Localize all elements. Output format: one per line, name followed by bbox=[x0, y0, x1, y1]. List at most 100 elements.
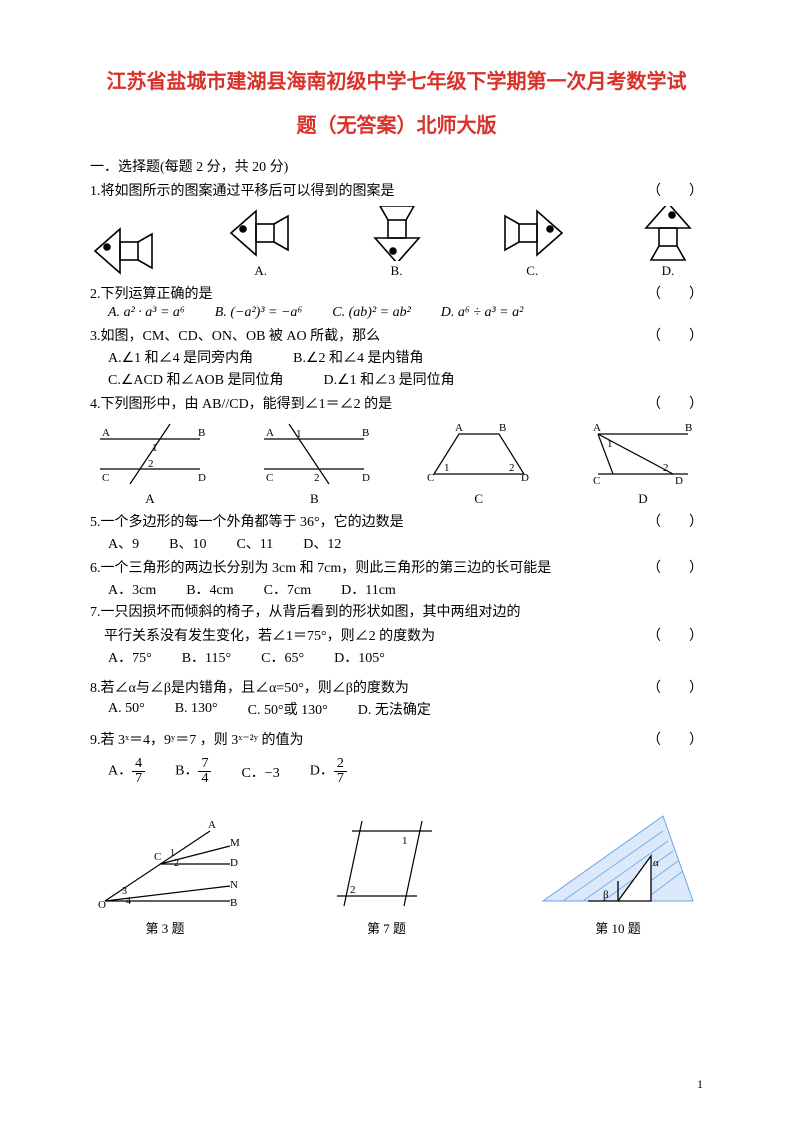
svg-text:B: B bbox=[362, 427, 369, 439]
svg-text:2: 2 bbox=[350, 884, 356, 896]
fig-q3: A M D N B O C 12 34 第 3 题 bbox=[90, 816, 240, 937]
q5-b: B、10 bbox=[169, 533, 206, 553]
svg-text:A: A bbox=[455, 422, 463, 434]
q1-a-label: A. bbox=[226, 263, 296, 279]
svg-text:B: B bbox=[198, 427, 205, 439]
q6-c: C．7cm bbox=[264, 579, 311, 599]
q1-option-a: A. bbox=[226, 206, 296, 279]
svg-text:2: 2 bbox=[509, 462, 515, 474]
title-line-2: 题（无答案）北师大版 bbox=[90, 104, 703, 148]
q3-row: 3.如图，CM、CD、ON、OB 被 AO 所截，那么 （ ） bbox=[90, 325, 703, 345]
svg-text:1: 1 bbox=[444, 462, 450, 474]
q1-d-label: D. bbox=[633, 263, 703, 279]
svg-text:α: α bbox=[653, 857, 659, 869]
q2-d: D. a⁶ ÷ a³ = a² bbox=[441, 305, 524, 321]
section-1-header: 一．选择题(每题 2 分，共 20 分) bbox=[90, 156, 703, 176]
q5-paren: （ ） bbox=[643, 511, 703, 531]
q4-c-icon: AB CD 12 bbox=[419, 419, 539, 489]
fish-a-icon bbox=[226, 206, 296, 261]
q2-a: A. a² · a³ = a⁶ bbox=[108, 305, 185, 321]
q2-row: 2.下列运算正确的是 （ ） bbox=[90, 283, 703, 303]
q4-a-label: A bbox=[90, 491, 210, 507]
q1-paren: （ ） bbox=[643, 180, 703, 200]
svg-text:C: C bbox=[266, 472, 273, 484]
svg-text:1: 1 bbox=[607, 438, 613, 450]
fig-q10-label: 第 10 题 bbox=[533, 918, 703, 937]
svg-text:1: 1 bbox=[152, 442, 158, 454]
q1-c-label: C. bbox=[497, 263, 567, 279]
q3-c: C.∠ACD 和∠AOB 是同位角 bbox=[108, 369, 284, 389]
fish-original-icon bbox=[90, 224, 160, 279]
svg-text:D: D bbox=[521, 472, 529, 484]
fig-q7: 1 2 第 7 题 bbox=[322, 816, 452, 937]
q7-opts: A．75° B．115° C．65° D．105° bbox=[108, 647, 703, 667]
svg-text:D: D bbox=[198, 472, 206, 484]
q7-c: C．65° bbox=[261, 647, 304, 667]
q8-b: B. 130° bbox=[175, 701, 218, 717]
svg-text:1: 1 bbox=[296, 428, 302, 440]
q5-c: C、11 bbox=[236, 533, 273, 553]
q1-row: 1.将如图所示的图案通过平移后可以得到的图案是 （ ） bbox=[90, 180, 703, 200]
q5-row: 5.一个多边形的每一个外角都等于 36°，它的边数是 （ ） bbox=[90, 511, 703, 531]
fig-q3-icon: A M D N B O C 12 34 bbox=[90, 816, 240, 916]
q4-b-label: B bbox=[254, 491, 374, 507]
svg-text:C: C bbox=[154, 851, 161, 863]
svg-text:2: 2 bbox=[314, 472, 320, 484]
q1-figures: A. B. C. bbox=[90, 206, 703, 279]
svg-text:A: A bbox=[102, 427, 110, 439]
svg-text:A: A bbox=[266, 427, 274, 439]
svg-text:C: C bbox=[102, 472, 109, 484]
bottom-figures: A M D N B O C 12 34 第 3 题 1 2 第 7 题 bbox=[90, 806, 703, 937]
q1-option-b: B. bbox=[362, 206, 432, 279]
q2-c: C. (ab)² = ab² bbox=[332, 305, 411, 321]
q7-a: A．75° bbox=[108, 647, 152, 667]
q3-a: A.∠1 和∠4 是同旁内角 bbox=[108, 347, 253, 367]
svg-text:B: B bbox=[499, 422, 506, 434]
q9-d: D．27 bbox=[310, 757, 347, 786]
svg-text:4: 4 bbox=[126, 896, 131, 907]
q1-option-d: D. bbox=[633, 206, 703, 279]
q4-a-icon: A B C D 1 2 bbox=[90, 419, 210, 489]
svg-text:2: 2 bbox=[174, 858, 179, 869]
svg-text:A: A bbox=[593, 422, 601, 434]
q4-d-fig: AB CD 12 D bbox=[583, 419, 703, 507]
q7-l1: 7.一只因损坏而倾斜的椅子，从背后看到的形状如图，其中两组对边的 bbox=[90, 601, 703, 621]
q6-d: D．11cm bbox=[341, 579, 396, 599]
fig-q3-label: 第 3 题 bbox=[90, 918, 240, 937]
q8-d: D. 无法确定 bbox=[358, 699, 431, 719]
svg-text:D: D bbox=[675, 475, 683, 487]
q1-text: 1.将如图所示的图案通过平移后可以得到的图案是 bbox=[90, 180, 643, 200]
fig-q7-label: 第 7 题 bbox=[322, 918, 452, 937]
q8-c: C. 50°或 130° bbox=[248, 699, 328, 719]
q6-paren: （ ） bbox=[643, 557, 703, 577]
svg-text:2: 2 bbox=[148, 458, 154, 470]
q4-row: 4.下列图形中，由 AB//CD，能得到∠1＝∠2 的是 （ ） bbox=[90, 393, 703, 413]
q1-b-label: B. bbox=[362, 263, 432, 279]
q3-text: 3.如图，CM、CD、ON、OB 被 AO 所截，那么 bbox=[90, 325, 643, 345]
q3-b: B.∠2 和∠4 是内错角 bbox=[293, 347, 423, 367]
q4-c-fig: AB CD 12 C bbox=[419, 419, 539, 507]
svg-text:B: B bbox=[685, 422, 692, 434]
q3-paren: （ ） bbox=[643, 325, 703, 345]
q7-paren: （ ） bbox=[643, 625, 703, 645]
q6-opts: A．3cm B．4cm C．7cm D．11cm bbox=[108, 579, 703, 599]
fish-b-icon bbox=[362, 206, 432, 261]
q4-paren: （ ） bbox=[643, 393, 703, 413]
svg-text:1: 1 bbox=[402, 835, 408, 847]
q9-text: 9.若 3ˣ＝4，9ʸ＝7 ，则 3ˣ⁻²ʸ 的值为 bbox=[90, 729, 643, 749]
q7-l2: 平行关系没有发生变化，若∠1＝75°，则∠2 的度数为 bbox=[90, 625, 643, 645]
page-number: 1 bbox=[697, 1077, 703, 1092]
q4-d-label: D bbox=[583, 491, 703, 507]
svg-text:C: C bbox=[593, 475, 600, 487]
q6-b: B．4cm bbox=[186, 579, 233, 599]
q8-opts: A. 50° B. 130° C. 50°或 130° D. 无法确定 bbox=[108, 699, 703, 719]
q5-d: D、12 bbox=[303, 533, 341, 553]
svg-text:B: B bbox=[230, 897, 237, 909]
q3-d: D.∠1 和∠3 是同位角 bbox=[324, 369, 455, 389]
q9-paren: （ ） bbox=[643, 729, 703, 749]
q4-c-label: C bbox=[419, 491, 539, 507]
fig-q10: α β 第 10 题 bbox=[533, 806, 703, 937]
q9-row: 9.若 3ˣ＝4，9ʸ＝7 ，则 3ˣ⁻²ʸ 的值为 （ ） bbox=[90, 729, 703, 749]
q9-b: B．74 bbox=[175, 757, 211, 786]
q4-figures: AB CD 12 A AB CD 12 B AB CD 12 C bbox=[90, 419, 703, 507]
